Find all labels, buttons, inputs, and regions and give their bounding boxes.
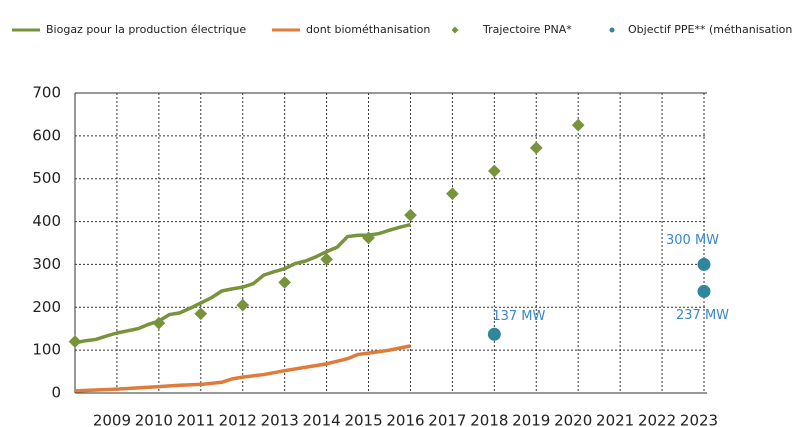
x-tick-label: 2012	[219, 412, 257, 427]
point	[152, 316, 166, 330]
x-tick-label: 2019	[512, 412, 550, 427]
x-tick-label: 2017	[428, 412, 466, 427]
point	[362, 231, 375, 245]
point	[68, 335, 82, 348]
value-label: 137 MW	[492, 309, 545, 324]
point	[446, 187, 459, 201]
y-tick-label: 100	[32, 341, 61, 359]
point	[404, 208, 417, 222]
series-line	[74, 344, 411, 393]
point	[529, 141, 543, 155]
y-tick-label: 200	[32, 298, 61, 316]
y-tick-label: 700	[32, 84, 61, 102]
value-label: 237 MW	[676, 308, 729, 323]
legend-label: Trajectoire PNA*	[482, 23, 572, 36]
legend-swatch	[451, 26, 459, 34]
point	[697, 284, 711, 298]
point	[278, 276, 292, 289]
x-tick-label: 2013	[261, 412, 299, 427]
x-tick-label: 2016	[386, 412, 424, 427]
x-tick-label: 2015	[344, 412, 382, 427]
x-tick-label: 2020	[554, 412, 592, 427]
series-line	[74, 222, 411, 345]
x-tick-label: 2023	[680, 412, 718, 427]
y-tick-label: 300	[32, 255, 61, 273]
y-tick-label: 0	[51, 384, 61, 402]
x-tick-label: 2010	[135, 412, 173, 427]
y-tick-label: 500	[32, 169, 61, 187]
legend-swatch	[609, 27, 615, 33]
x-tick-label: 2009	[93, 412, 131, 427]
x-tick-label: 2021	[596, 412, 634, 427]
y-tick-label: 400	[32, 212, 61, 230]
value-label: 300 MW	[666, 233, 719, 248]
legend-label: Biogaz pour la production électrique	[46, 23, 246, 36]
legend-label: Objectif PPE** (méthanisation)	[628, 23, 792, 36]
x-tick-label: 2018	[470, 412, 508, 427]
x-tick-label: 2014	[303, 412, 341, 427]
point	[487, 164, 501, 178]
y-tick-label: 600	[32, 126, 61, 144]
point	[236, 298, 250, 312]
point	[194, 307, 208, 321]
point	[487, 327, 501, 341]
legend-label: dont biométhanisation	[306, 23, 430, 36]
x-tick-label: 2022	[638, 412, 676, 427]
point	[697, 257, 711, 271]
point	[571, 118, 585, 132]
x-tick-label: 2011	[177, 412, 215, 427]
